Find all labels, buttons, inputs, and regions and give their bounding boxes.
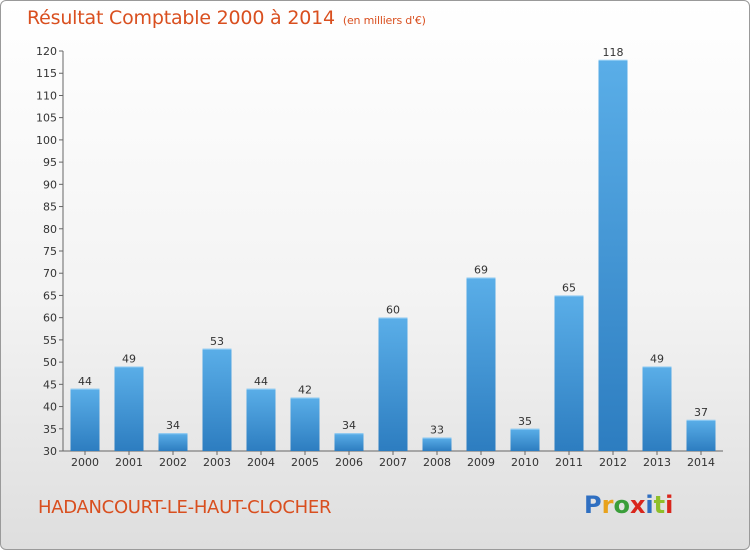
bar-2011 <box>554 295 584 451</box>
data-label-2014: 37 <box>694 406 708 419</box>
data-labels: 44 49 34 53 44 42 34 60 33 69 35 65 118 49 37 <box>78 46 708 437</box>
y-tick-label: 40 <box>43 401 57 414</box>
y-tick-label: 95 <box>43 156 57 169</box>
y-tick-label: 75 <box>43 245 57 258</box>
y-tick-label: 80 <box>43 223 57 236</box>
bar-2005 <box>290 397 320 451</box>
x-tick-label-2001: 2001 <box>115 456 143 469</box>
x-tick-label-2008: 2008 <box>423 456 451 469</box>
y-tick-label: 100 <box>36 134 57 147</box>
logo-letter: t <box>653 491 666 519</box>
data-label-2011: 65 <box>562 281 576 294</box>
bar-2004 <box>246 388 276 451</box>
y-tick-label: 55 <box>43 334 57 347</box>
y-tick-label: 70 <box>43 267 57 280</box>
y-tick-label: 35 <box>43 423 57 436</box>
commune-name: HADANCOURT-LE-HAUT-CLOCHER <box>38 497 332 518</box>
logo-letter: P <box>584 491 602 519</box>
bar-2013 <box>642 366 672 451</box>
bar-2008 <box>422 437 452 451</box>
x-tick-label-2013: 2013 <box>643 456 671 469</box>
proxiti-logo[interactable]: Proxiti <box>584 491 673 519</box>
data-label-2008: 33 <box>430 424 444 437</box>
bar-2010 <box>510 428 540 451</box>
logo-letter: i <box>665 491 674 519</box>
x-tick-label-2006: 2006 <box>335 456 363 469</box>
chart-unit: (en milliers d'€) <box>342 14 426 27</box>
bars <box>70 59 716 452</box>
bar-2009 <box>466 277 496 451</box>
y-tick-label: 105 <box>36 112 57 125</box>
logo-letter: r <box>601 491 614 519</box>
logo-letter: x <box>629 491 646 519</box>
bar-2002 <box>158 433 188 451</box>
y-tick-label: 115 <box>36 67 57 80</box>
x-tick-label-2010: 2010 <box>511 456 539 469</box>
chart-title: Résultat Comptable 2000 à 2014 (en millie… <box>27 7 426 29</box>
data-label-2010: 35 <box>518 415 532 428</box>
x-tick-label-2000: 2000 <box>71 456 99 469</box>
data-label-2013: 49 <box>650 353 664 366</box>
x-tick-label-2007: 2007 <box>379 456 407 469</box>
data-label-2009: 69 <box>474 264 488 277</box>
y-tick-label: 60 <box>43 312 57 325</box>
bar-2007 <box>378 317 408 451</box>
y-tick-label: 30 <box>43 445 57 458</box>
data-label-2007: 60 <box>386 304 400 317</box>
x-tick-label-2009: 2009 <box>467 456 495 469</box>
x-tick-label-2003: 2003 <box>203 456 231 469</box>
logo-letter: o <box>613 491 630 519</box>
data-label-2003: 53 <box>210 335 224 348</box>
y-tick-label: 45 <box>43 378 57 391</box>
x-tick-label-2004: 2004 <box>247 456 275 469</box>
data-label-2002: 34 <box>166 419 180 432</box>
y-tick-label: 90 <box>43 178 57 191</box>
chart-title-text: Résultat Comptable 2000 à 2014 <box>27 7 335 29</box>
x-tick-label-2002: 2002 <box>159 456 187 469</box>
bar-2000 <box>70 388 100 451</box>
bar-2014 <box>686 419 716 451</box>
y-tick-label: 110 <box>36 89 57 102</box>
data-label-2005: 42 <box>298 384 312 397</box>
y-tick-label: 120 <box>36 45 57 58</box>
x-tick-label-2012: 2012 <box>599 456 627 469</box>
y-tick-label: 85 <box>43 201 57 214</box>
bar-2001 <box>114 366 144 451</box>
x-tick-label-2011: 2011 <box>555 456 583 469</box>
y-tick-label: 50 <box>43 356 57 369</box>
bar-2003 <box>202 348 232 451</box>
data-label-2001: 49 <box>122 353 136 366</box>
data-label-2000: 44 <box>78 375 92 388</box>
bar-2006 <box>334 433 364 451</box>
x-tick-label-2014: 2014 <box>687 456 715 469</box>
data-label-2004: 44 <box>254 375 268 388</box>
logo-letter: i <box>645 491 654 519</box>
data-label-2012: 118 <box>603 46 624 59</box>
bar-2012 <box>598 59 628 452</box>
data-label-2006: 34 <box>342 419 356 432</box>
y-tick-label: 65 <box>43 289 57 302</box>
x-tick-label-2005: 2005 <box>291 456 319 469</box>
